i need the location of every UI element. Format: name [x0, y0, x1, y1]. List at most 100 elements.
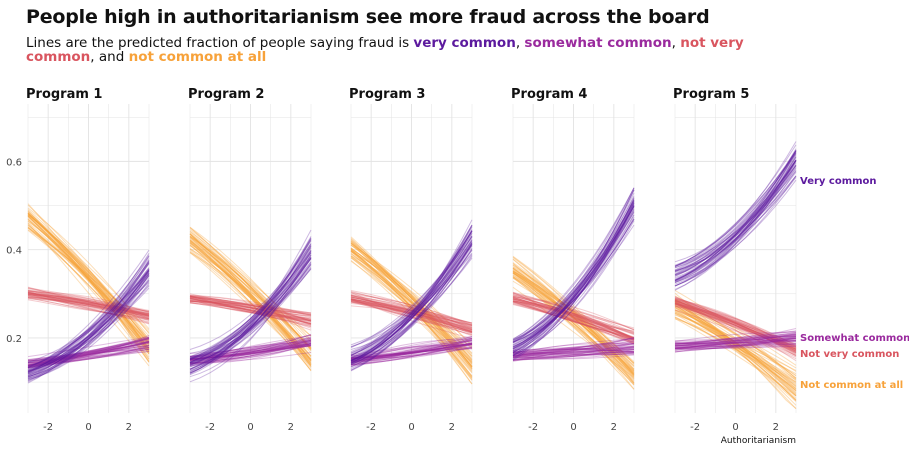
- draw-line: [350, 231, 473, 357]
- draw-line: [512, 212, 635, 343]
- series-not-common-at-all: [350, 236, 473, 385]
- draw-line: [189, 300, 312, 325]
- draw-line: [27, 274, 150, 378]
- draw-line: [512, 206, 635, 343]
- draw-line: [674, 316, 797, 390]
- series-not-common-at-all: [512, 255, 635, 390]
- draw-line: [674, 156, 797, 284]
- draw-line: [674, 297, 797, 348]
- draw-line: [512, 208, 635, 352]
- draw-line: [350, 233, 473, 356]
- draw-line: [350, 253, 473, 348]
- draw-line: [189, 227, 312, 350]
- draw-line: [674, 298, 797, 349]
- draw-line: [189, 342, 312, 364]
- draw-line: [350, 338, 473, 362]
- draw-line: [27, 215, 150, 349]
- draw-line: [512, 203, 635, 353]
- draw-line: [189, 258, 312, 372]
- draw-line: [189, 242, 312, 360]
- draw-line: [512, 264, 635, 385]
- draw-line: [189, 336, 312, 360]
- draw-line: [512, 272, 635, 371]
- draw-line: [350, 299, 473, 333]
- draw-line: [674, 312, 797, 387]
- draw-line: [674, 300, 797, 353]
- draw-line: [674, 328, 797, 353]
- series-not-very-common: [512, 291, 635, 345]
- draw-line: [674, 296, 797, 351]
- draw-line: [512, 345, 635, 356]
- draw-line: [189, 250, 312, 363]
- draw-line: [189, 256, 312, 358]
- facet-panel: Program 1 -2 0 2: [26, 87, 150, 433]
- draw-line: [350, 248, 473, 379]
- draw-line: [512, 204, 635, 350]
- series-very-common: [674, 141, 797, 291]
- draw-line: [512, 300, 635, 330]
- draw-line: [189, 300, 312, 325]
- draw-line: [27, 293, 150, 313]
- draw-line: [674, 307, 797, 391]
- draw-line: [512, 347, 635, 357]
- draw-line: [512, 347, 635, 355]
- draw-line: [27, 350, 150, 367]
- draw-line: [27, 213, 150, 360]
- draw-line: [189, 257, 312, 359]
- draw-line: [512, 208, 635, 343]
- draw-line: [350, 295, 473, 328]
- draw-line: [189, 300, 312, 315]
- draw-line: [27, 255, 150, 378]
- x-axis-label: Authoritarianism: [721, 436, 796, 446]
- draw-line: [674, 339, 797, 345]
- draw-line: [189, 247, 312, 360]
- draw-line: [674, 332, 797, 342]
- draw-line: [350, 300, 473, 332]
- draw-line: [350, 299, 473, 329]
- draw-line: [189, 339, 312, 354]
- draw-line: [675, 337, 797, 348]
- draw-line: [512, 267, 635, 375]
- x-tick-label: 0: [85, 422, 91, 433]
- draw-line: [27, 262, 150, 368]
- draw-line: [674, 333, 797, 349]
- draw-line: [189, 237, 312, 361]
- draw-line: [512, 203, 635, 357]
- draw-line: [674, 334, 797, 350]
- x-tick-label: -2: [205, 422, 215, 433]
- draw-line: [27, 275, 150, 375]
- draw-line: [189, 342, 312, 364]
- draw-line: [27, 294, 150, 315]
- draw-line: [674, 307, 797, 392]
- draw-line: [189, 241, 312, 366]
- draw-line: [27, 277, 150, 378]
- draw-line: [674, 171, 797, 272]
- draw-line: [189, 235, 312, 357]
- draw-line: [350, 225, 473, 362]
- draw-line: [512, 352, 635, 361]
- draw-line: [350, 250, 473, 359]
- draw-line: [512, 272, 635, 376]
- draw-line: [350, 344, 473, 356]
- draw-line: [674, 305, 797, 354]
- draw-line: [350, 294, 473, 326]
- series-very-common: [512, 187, 635, 361]
- draw-line: [350, 295, 473, 331]
- draw-line: [674, 330, 797, 348]
- y-tick-label: 0.4: [6, 246, 22, 257]
- draw-line: [512, 298, 635, 343]
- draw-line: [27, 267, 150, 372]
- draw-line: [350, 299, 473, 331]
- draw-line: [350, 249, 473, 366]
- draw-line: [189, 337, 312, 357]
- draw-line: [674, 150, 797, 263]
- draw-line: [189, 301, 312, 317]
- draw-line: [512, 293, 635, 336]
- draw-line: [674, 175, 797, 287]
- draw-line: [350, 257, 473, 362]
- draw-line: [674, 289, 797, 380]
- draw-line: [350, 260, 473, 379]
- draw-line: [27, 297, 150, 320]
- draw-line: [674, 308, 797, 392]
- draw-line: [27, 338, 150, 365]
